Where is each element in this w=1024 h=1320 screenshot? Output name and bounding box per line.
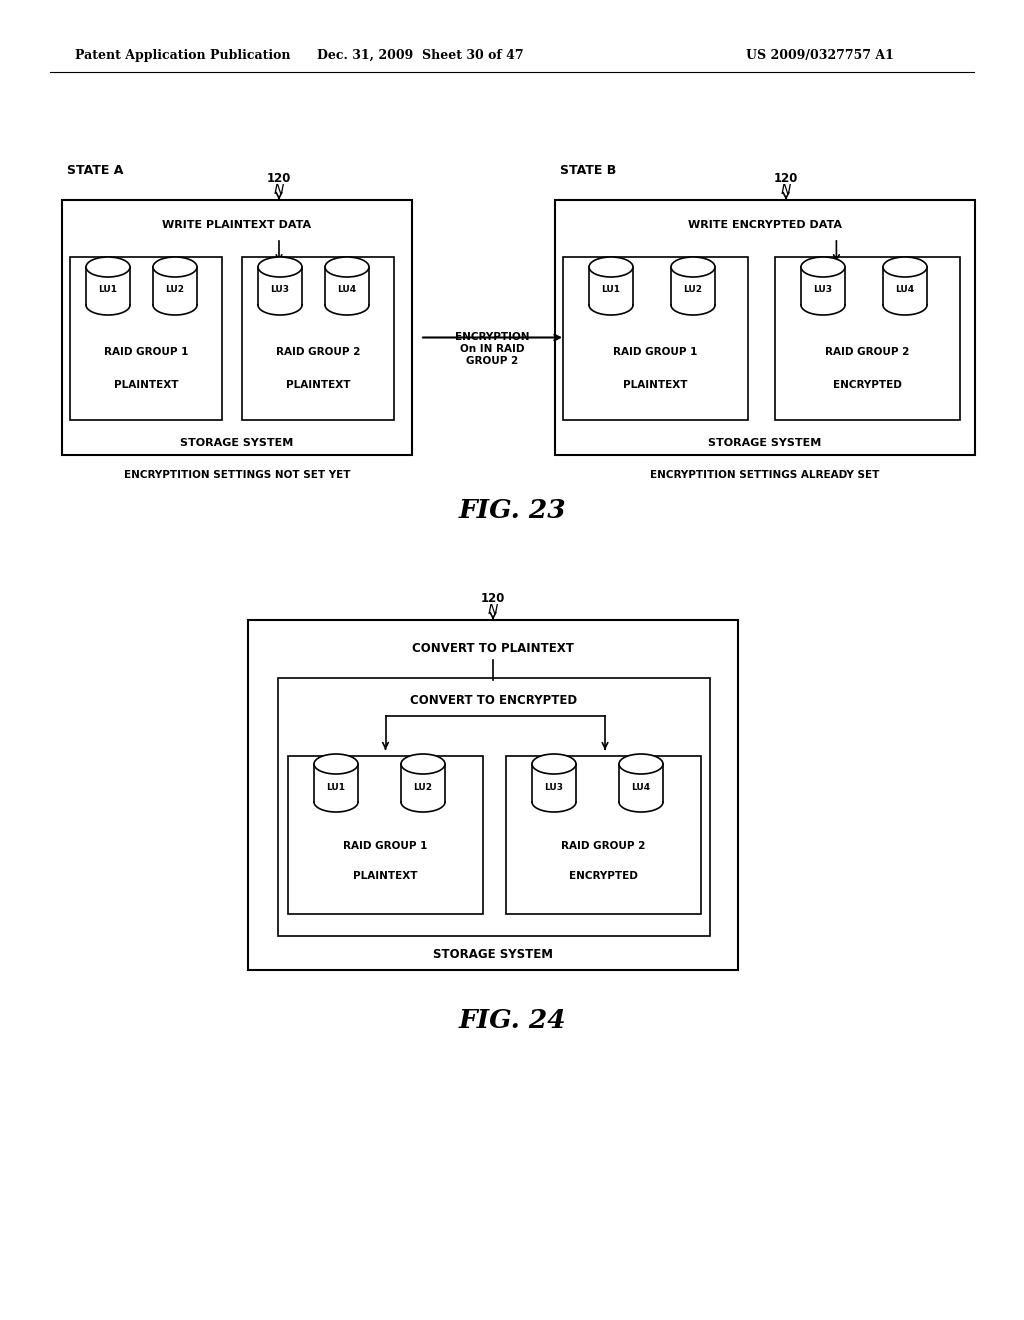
Text: LU4: LU4 (895, 285, 914, 294)
Text: PLAINTEXT: PLAINTEXT (353, 871, 418, 880)
Text: FIG. 24: FIG. 24 (458, 1007, 566, 1032)
Text: ENCRYPTITION SETTINGS NOT SET YET: ENCRYPTITION SETTINGS NOT SET YET (124, 470, 350, 480)
Text: PLAINTEXT: PLAINTEXT (624, 380, 688, 389)
Text: LU1: LU1 (601, 285, 621, 294)
Bar (278, 678, 710, 936)
Text: ENCRYPTED: ENCRYPTED (569, 871, 638, 880)
Ellipse shape (801, 257, 845, 277)
Polygon shape (314, 764, 358, 803)
Bar (563, 257, 748, 420)
Text: PLAINTEXT: PLAINTEXT (114, 380, 178, 389)
Text: N: N (487, 603, 499, 616)
Text: LU4: LU4 (632, 783, 650, 792)
Bar (775, 257, 961, 420)
Polygon shape (671, 267, 715, 305)
Text: US 2009/0327757 A1: US 2009/0327757 A1 (746, 49, 894, 62)
Text: WRITE ENCRYPTED DATA: WRITE ENCRYPTED DATA (688, 220, 842, 230)
Text: LU2: LU2 (683, 285, 702, 294)
Text: ENCRYPTION
On IN RAID
GROUP 2: ENCRYPTION On IN RAID GROUP 2 (455, 333, 529, 366)
Text: RAID GROUP 1: RAID GROUP 1 (103, 347, 188, 356)
Text: STATE A: STATE A (67, 164, 123, 177)
Ellipse shape (258, 257, 302, 277)
Ellipse shape (589, 257, 633, 277)
Polygon shape (401, 764, 445, 803)
Bar (70, 257, 222, 420)
Text: Dec. 31, 2009  Sheet 30 of 47: Dec. 31, 2009 Sheet 30 of 47 (316, 49, 523, 62)
Text: STORAGE SYSTEM: STORAGE SYSTEM (180, 438, 294, 447)
Polygon shape (86, 267, 130, 305)
Bar (288, 756, 483, 913)
Text: 120: 120 (774, 172, 798, 185)
Text: RAID GROUP 2: RAID GROUP 2 (825, 347, 909, 356)
Text: RAID GROUP 2: RAID GROUP 2 (275, 347, 360, 356)
Text: PLAINTEXT: PLAINTEXT (286, 380, 350, 389)
Text: STORAGE SYSTEM: STORAGE SYSTEM (709, 438, 821, 447)
Text: LU1: LU1 (327, 783, 345, 792)
Polygon shape (153, 267, 197, 305)
Ellipse shape (325, 257, 369, 277)
Ellipse shape (86, 257, 130, 277)
Text: N: N (781, 183, 792, 197)
Ellipse shape (314, 754, 358, 774)
Text: LU3: LU3 (270, 285, 290, 294)
Bar (248, 620, 738, 970)
Text: STATE B: STATE B (560, 164, 616, 177)
Ellipse shape (401, 754, 445, 774)
Ellipse shape (883, 257, 927, 277)
Text: CONVERT TO PLAINTEXT: CONVERT TO PLAINTEXT (412, 642, 573, 655)
Polygon shape (883, 267, 927, 305)
Ellipse shape (618, 754, 663, 774)
Ellipse shape (153, 257, 197, 277)
Text: CONVERT TO ENCRYPTED: CONVERT TO ENCRYPTED (411, 693, 578, 706)
Ellipse shape (671, 257, 715, 277)
Text: LU1: LU1 (98, 285, 118, 294)
Text: WRITE PLAINTEXT DATA: WRITE PLAINTEXT DATA (163, 220, 311, 230)
Text: LU2: LU2 (414, 783, 432, 792)
Text: STORAGE SYSTEM: STORAGE SYSTEM (433, 949, 553, 961)
Text: RAID GROUP 2: RAID GROUP 2 (561, 841, 646, 851)
Polygon shape (589, 267, 633, 305)
Text: 120: 120 (267, 172, 291, 185)
Polygon shape (532, 764, 575, 803)
Bar (506, 756, 701, 913)
Text: Patent Application Publication: Patent Application Publication (75, 49, 291, 62)
Bar (242, 257, 394, 420)
Text: ENCRYPTED: ENCRYPTED (834, 380, 902, 389)
Text: LU3: LU3 (545, 783, 563, 792)
Text: LU2: LU2 (166, 285, 184, 294)
Ellipse shape (532, 754, 575, 774)
Polygon shape (325, 267, 369, 305)
Text: LU4: LU4 (338, 285, 356, 294)
Text: N: N (273, 183, 285, 197)
Text: LU3: LU3 (813, 285, 833, 294)
Polygon shape (258, 267, 302, 305)
Text: ENCRYPTITION SETTINGS ALREADY SET: ENCRYPTITION SETTINGS ALREADY SET (650, 470, 880, 480)
Polygon shape (801, 267, 845, 305)
Bar (62, 201, 412, 455)
Text: 120: 120 (481, 591, 505, 605)
Text: RAID GROUP 1: RAID GROUP 1 (613, 347, 697, 356)
Bar (555, 201, 975, 455)
Polygon shape (618, 764, 663, 803)
Text: FIG. 23: FIG. 23 (458, 498, 566, 523)
Text: RAID GROUP 1: RAID GROUP 1 (343, 841, 428, 851)
